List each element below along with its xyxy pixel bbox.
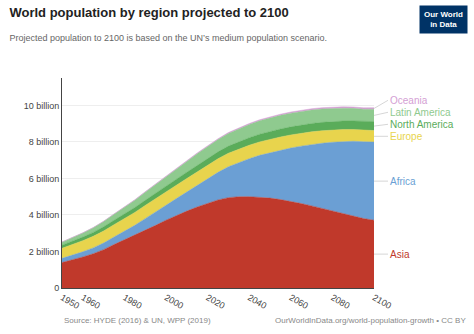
svg-text:2000: 2000 — [163, 292, 185, 311]
svg-text:Asia: Asia — [390, 249, 410, 260]
svg-text:OurWorldInData.org/world-popul: OurWorldInData.org/world-population-grow… — [275, 316, 466, 325]
svg-text:2040: 2040 — [246, 292, 268, 311]
svg-text:8 billion: 8 billion — [29, 137, 60, 147]
svg-text:1980: 1980 — [121, 292, 143, 311]
svg-text:Source: HYDE (2016) & UN, WPP: Source: HYDE (2016) & UN, WPP (2019) — [64, 316, 211, 325]
svg-text:Oceania: Oceania — [390, 95, 428, 106]
svg-text:4 billion: 4 billion — [29, 210, 60, 220]
svg-text:0: 0 — [54, 283, 59, 293]
svg-text:Africa: Africa — [390, 176, 416, 187]
svg-text:World population by region pro: World population by region projected to … — [9, 5, 288, 20]
svg-text:Our Worldin Data: Our Worldin Data — [424, 10, 463, 29]
svg-text:2060: 2060 — [288, 292, 310, 311]
svg-text:Projected population to 2100 i: Projected population to 2100 is based on… — [9, 33, 327, 43]
svg-text:2 billion: 2 billion — [29, 247, 60, 257]
svg-text:Europe: Europe — [390, 131, 423, 142]
svg-text:North America: North America — [390, 119, 454, 130]
svg-text:Latin America: Latin America — [390, 107, 451, 118]
svg-text:2080: 2080 — [329, 292, 351, 311]
svg-text:2020: 2020 — [204, 292, 226, 311]
svg-text:1950: 1950 — [59, 292, 81, 311]
svg-text:1960: 1960 — [80, 292, 102, 311]
svg-text:2100: 2100 — [371, 292, 393, 311]
svg-text:6 billion: 6 billion — [29, 174, 60, 184]
svg-text:10 billion: 10 billion — [24, 101, 60, 111]
